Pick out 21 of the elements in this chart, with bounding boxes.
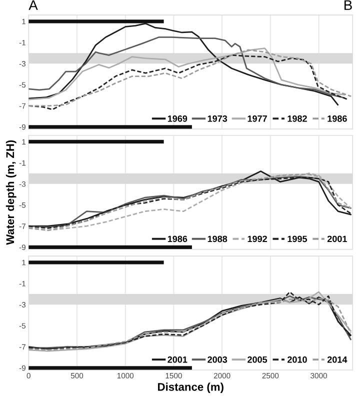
legend-label: 1986 (328, 115, 347, 122)
text: B (344, 0, 352, 10)
line-series (28, 48, 346, 100)
legend-label: 1995 (288, 236, 308, 242)
text: A (28, 0, 38, 10)
legend-label: 2005 (248, 356, 268, 363)
y-axis-title: Water depth (m, ZH) (6, 140, 16, 245)
legend-label: 1977 (248, 115, 267, 122)
legend-label: 1988 (208, 236, 228, 242)
legend-label: 2001 (168, 356, 188, 363)
legend-label: 1969 (168, 115, 188, 122)
legend-label: 2010 (288, 356, 307, 363)
legend-label: 1982 (288, 115, 307, 122)
legend-label: 1973 (208, 115, 228, 122)
x-axis-title: Distance (m) (158, 382, 224, 394)
legend-label: 1986 (168, 236, 188, 242)
line-series (28, 36, 346, 99)
legend-label: 2001 (327, 236, 347, 242)
legend-label: 2014 (327, 356, 348, 363)
legend-label: 2003 (208, 356, 228, 363)
legend-label: 1992 (248, 236, 267, 242)
